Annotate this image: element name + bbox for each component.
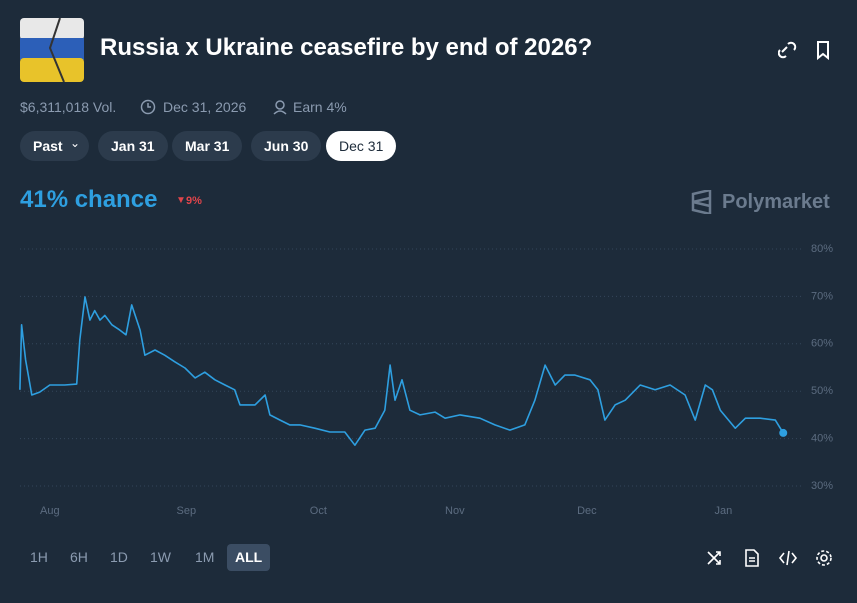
brand-logo <box>691 190 712 214</box>
range-tab[interactable]: 1M <box>195 549 215 565</box>
range-tab[interactable]: 1W <box>150 549 171 565</box>
volume: $6,311,018 Vol. <box>20 99 117 115</box>
y-tick-label: 30% <box>811 480 833 492</box>
chart-tools[interactable] <box>706 548 836 568</box>
date-tab[interactable]: Past <box>20 131 89 161</box>
earn-icon <box>273 100 287 115</box>
x-tick-label: Nov <box>445 505 465 517</box>
market-icon <box>20 18 84 82</box>
x-tick-label: Sep <box>176 505 196 517</box>
x-tick-label: Aug <box>40 505 60 517</box>
date-tab[interactable]: Jun 30 <box>251 131 322 161</box>
header-actions[interactable] <box>778 40 834 60</box>
y-tick-label: 60% <box>811 338 833 350</box>
last-point <box>779 428 788 437</box>
date-tab[interactable]: Jan 31 <box>98 131 168 161</box>
date-tab[interactable]: Dec 31 <box>326 131 397 161</box>
range-tab[interactable]: 6H <box>70 549 88 565</box>
down-arrow: ▼ <box>176 195 186 206</box>
end-date: Dec 31, 2026 <box>163 99 247 115</box>
x-tick-label: Jan <box>714 505 732 517</box>
chart: 30% 40% 50% 60% 70% 80% Aug Sep Oct Nov Dec Jan <box>19 243 833 517</box>
market-title: Russia x Ukraine ceasefire by end of 202… <box>100 34 593 61</box>
y-tick-label: 40% <box>811 433 833 445</box>
clock-icon <box>140 99 156 115</box>
price-line <box>19 296 784 446</box>
date-tab[interactable]: Mar 31 <box>172 131 243 161</box>
y-tick-label: 70% <box>811 290 833 302</box>
x-tick-label: Oct <box>310 505 327 517</box>
earn: Earn 4% <box>293 99 347 115</box>
brand: Polymarket <box>722 191 830 213</box>
y-tick-label: 50% <box>811 385 833 397</box>
x-tick-label: Dec <box>577 505 597 517</box>
dropdown-caret: ⌄ <box>70 136 81 150</box>
range-tab[interactable]: 1H <box>30 549 48 565</box>
range-tab[interactable]: 1D <box>110 549 128 565</box>
range-tab[interactable]: ALL <box>227 544 271 571</box>
chance: 41% chance <box>20 186 158 213</box>
chance-change: 9% <box>186 195 202 207</box>
y-tick-label: 80% <box>811 243 833 255</box>
